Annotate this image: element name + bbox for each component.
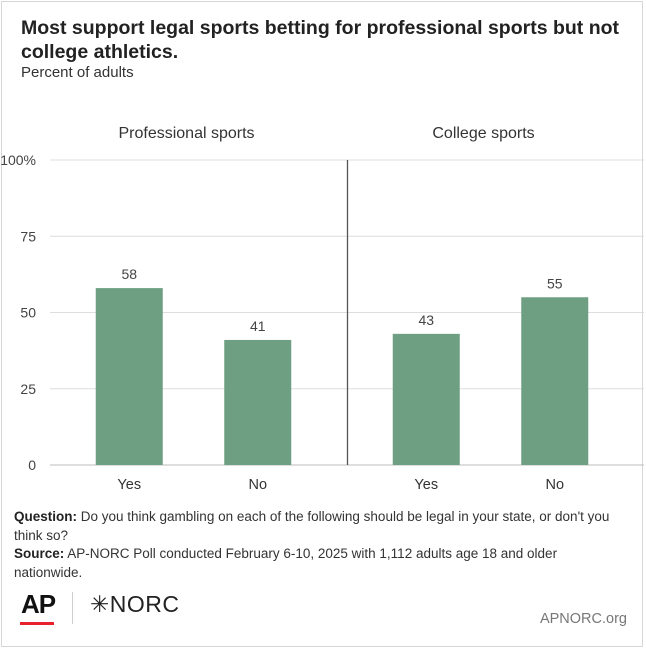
bar-value-label: 58 (121, 266, 137, 282)
y-tick-label: 50 (20, 305, 36, 321)
question-text: Do you think gambling on each of the fol… (14, 509, 610, 543)
chart-subtitle: Percent of adults (21, 64, 134, 81)
source-text: AP-NORC Poll conducted February 6-10, 20… (14, 546, 558, 580)
bar (224, 339, 292, 465)
panel-title: Professional sports (118, 125, 254, 142)
y-tick-label: 25 (20, 381, 36, 397)
x-tick-label: No (248, 477, 267, 493)
bar (521, 297, 589, 465)
panel-title: College sports (432, 125, 534, 142)
chart-notes: Question: Do you think gambling on each … (14, 508, 629, 582)
bar (392, 333, 460, 465)
y-tick-label: 75 (20, 228, 36, 244)
y-tick-label: 0 (28, 457, 36, 473)
logo-divider (72, 592, 73, 624)
source-note: Source: AP-NORC Poll conducted February … (14, 545, 629, 582)
chart-title: Most support legal sports betting for pr… (21, 17, 620, 63)
bar-chart: 0 25 50 75 100% Professional sports College s… (0, 125, 644, 493)
x-tick-label: Yes (414, 477, 438, 493)
x-tick-label: No (545, 477, 564, 493)
norc-logo: ✳NORC (90, 591, 180, 617)
bar (95, 288, 163, 465)
site-link[interactable]: APNORC.org (539, 611, 627, 627)
source-label: Source: (14, 546, 65, 561)
y-tick-label: 100% (0, 152, 36, 168)
bar-value-label: 41 (250, 318, 266, 334)
question-label: Question: (14, 509, 77, 524)
question-note: Question: Do you think gambling on each … (14, 508, 629, 545)
x-tick-label: Yes (117, 477, 141, 493)
bar-value-label: 55 (547, 275, 563, 291)
bar-value-label: 43 (418, 312, 434, 328)
ap-logo-underline (20, 622, 54, 625)
ap-logo: AP (21, 589, 56, 619)
